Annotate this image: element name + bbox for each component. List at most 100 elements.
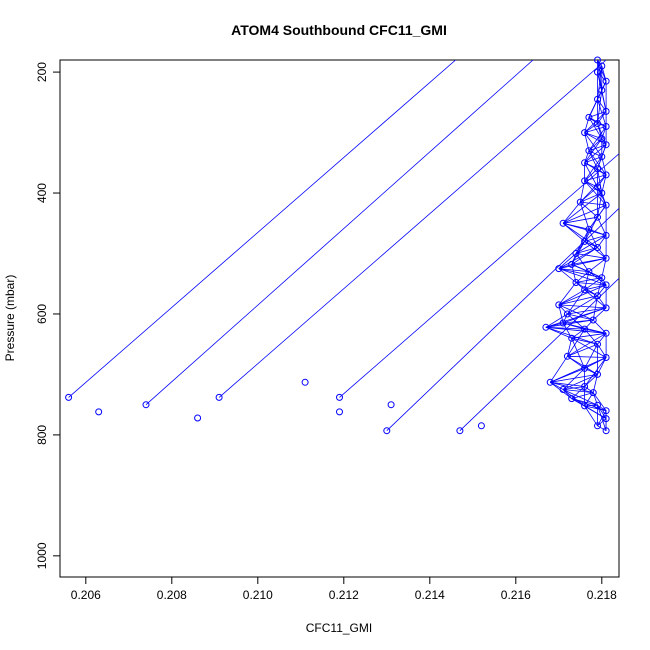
series-line-segment — [597, 404, 607, 412]
series-line-segment — [597, 123, 607, 127]
series-line-segment — [584, 126, 607, 133]
series-line-segment — [567, 307, 607, 315]
series-line-segment — [597, 60, 603, 91]
series-line-segment — [550, 368, 585, 383]
plot-frame — [59, 59, 620, 578]
y-tick-label: 400 — [35, 183, 49, 203]
data-point — [602, 254, 610, 262]
series-line-segment — [567, 332, 607, 357]
series-line-segment — [588, 257, 607, 272]
series-line-segment — [584, 344, 598, 369]
series-line-segment — [584, 162, 607, 176]
data-point — [602, 329, 610, 337]
series-line-segment — [601, 126, 607, 139]
data-point — [555, 301, 563, 309]
data-point — [602, 427, 610, 435]
data-point — [594, 340, 601, 348]
data-point — [581, 402, 589, 410]
series-line-segment — [545, 326, 607, 334]
series-line-segment — [584, 386, 594, 393]
data-point — [602, 77, 610, 85]
series-line-segment — [597, 123, 607, 145]
series-line-segment — [597, 405, 607, 419]
data-point — [602, 107, 610, 115]
series-line-segment — [558, 289, 585, 306]
series-line-segment — [597, 284, 607, 297]
series-line-segment — [550, 381, 585, 387]
series-line-segment — [567, 313, 594, 321]
x-tick-label: 0.212 — [329, 588, 359, 602]
series-line-segment — [567, 355, 598, 375]
data-point — [602, 354, 610, 361]
series-line-segment — [575, 277, 602, 283]
series-line-segment — [584, 174, 607, 182]
data-point — [65, 393, 73, 401]
data-point — [594, 95, 601, 103]
series-line-segment — [575, 253, 607, 259]
data-point — [568, 395, 576, 403]
series-line-segment — [579, 201, 590, 230]
data-point — [585, 147, 593, 155]
series-line-segment — [597, 418, 607, 427]
series-line-segment — [601, 192, 607, 206]
x-tick-label: 0.210 — [243, 588, 273, 602]
series-line-segment — [562, 201, 581, 224]
series-line-segment — [580, 186, 598, 203]
series-line-segment — [597, 156, 603, 169]
x-tick-label: 0.216 — [501, 588, 531, 602]
series-line-segment — [597, 65, 603, 73]
data-point — [581, 383, 589, 390]
series-line-segment — [68, 60, 456, 398]
data-point — [477, 422, 485, 430]
series-line-segment — [550, 381, 594, 393]
data-point — [598, 189, 606, 197]
series-line-segment — [571, 392, 594, 399]
data-point — [581, 129, 589, 137]
data-point — [581, 177, 589, 185]
data-point — [602, 141, 610, 149]
series-line-segment — [571, 253, 577, 265]
data-point — [576, 198, 584, 206]
data-point — [602, 201, 610, 209]
x-tick-label: 0.206 — [71, 588, 101, 602]
series-line-segment — [549, 381, 572, 399]
series-line-segment — [558, 247, 598, 269]
series-line-segment — [558, 253, 577, 269]
series-line-segment — [584, 217, 598, 242]
series-line-segment — [597, 235, 607, 248]
series-line-segment — [550, 374, 598, 383]
series-line-segment — [558, 284, 607, 306]
data-point — [585, 225, 593, 233]
series-line-segment — [601, 90, 607, 112]
data-point — [594, 165, 601, 173]
series-line-segment — [584, 328, 607, 334]
data-point — [336, 408, 343, 416]
series-line-segment — [580, 201, 598, 218]
series-line-segment — [584, 132, 607, 146]
data-point — [301, 378, 309, 386]
series-line-segment — [558, 268, 577, 283]
data-point — [95, 408, 103, 416]
data-point — [594, 183, 601, 191]
data-point — [594, 56, 601, 64]
y-tick-label: 800 — [35, 425, 49, 445]
series-line-segment — [549, 356, 568, 383]
series-line-segment — [558, 295, 598, 306]
data-point — [456, 427, 464, 435]
series-line-segment — [597, 168, 607, 176]
y-tick-label: 600 — [35, 304, 49, 324]
data-point — [589, 316, 597, 324]
data-point — [602, 281, 610, 289]
series-line-segment — [597, 111, 607, 124]
series-line-segment — [567, 355, 607, 358]
data-point — [598, 135, 606, 143]
series-line-segment — [584, 156, 603, 182]
y-axis: 200 400 600 800 1000 — [35, 62, 61, 569]
data-point — [568, 334, 576, 342]
y-axis-label: Pressure (mbar) — [3, 275, 17, 362]
data-point — [559, 386, 567, 393]
data-point — [581, 364, 589, 372]
series-line-segment — [601, 277, 607, 286]
x-axis-label: CFC11_GMI — [306, 621, 372, 635]
